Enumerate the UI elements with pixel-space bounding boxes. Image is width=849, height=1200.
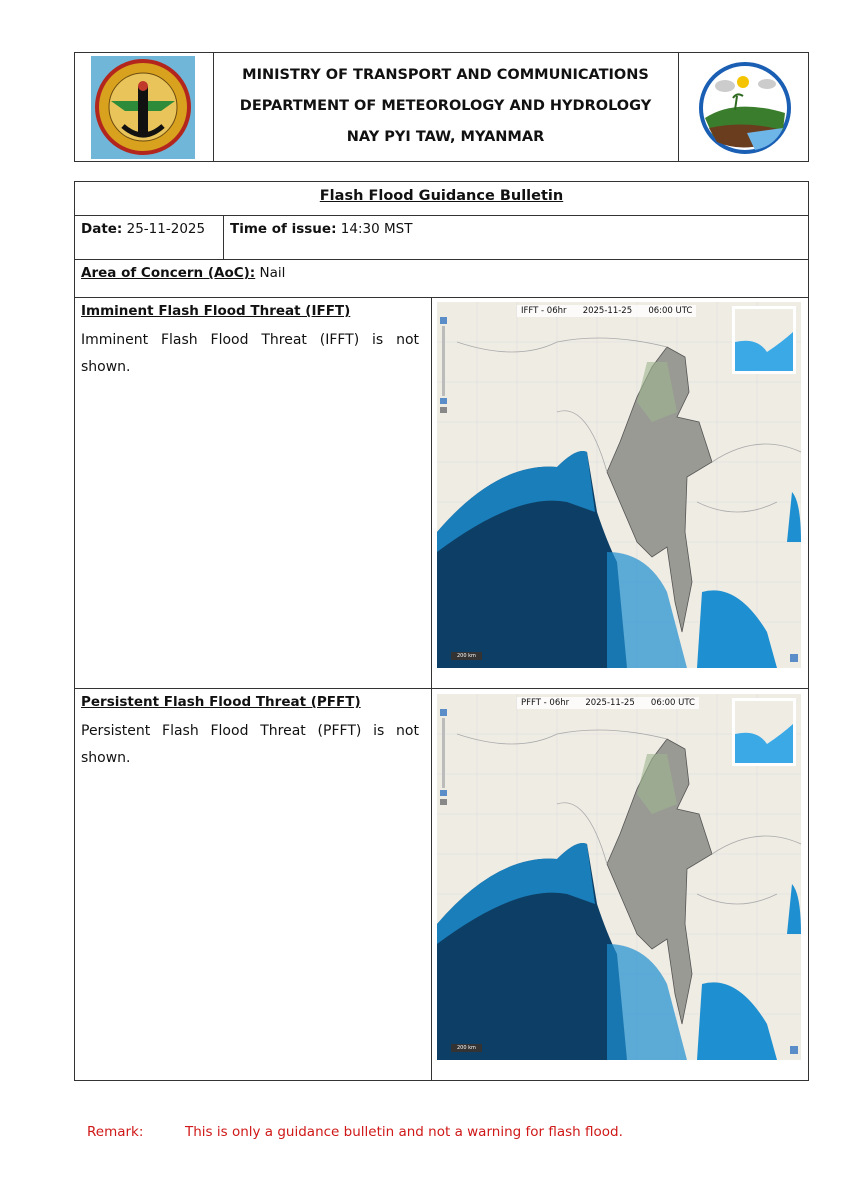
remark-label: Remark: (87, 1124, 144, 1140)
ifft-map[interactable]: IFFT - 06hr 2025-11-25 06:00 UTC 200 km (437, 302, 801, 668)
pfft-map[interactable]: PFFT - 06hr 2025-11-25 06:00 UTC 200 km (437, 694, 801, 1060)
map-image (437, 694, 801, 1060)
ministry-name: MINISTRY OF TRANSPORT AND COMMUNICATIONS (242, 67, 649, 83)
bulletin-table (74, 181, 809, 1081)
map-scale: 200 km (451, 1044, 482, 1052)
map-image (437, 302, 801, 668)
date-field: Date: 25-11-2025 (81, 221, 205, 237)
pfft-heading: Persistent Flash Flood Threat (PFFT) (81, 694, 361, 710)
aoc-label: Area of Concern (AoC): (81, 265, 256, 281)
aoc-value: Nail (259, 265, 286, 281)
ifft-text: Imminent Flash Flood Threat (IFFT) is no… (81, 332, 419, 375)
col-divider (223, 215, 224, 260)
remark-text: This is only a guidance bulletin and not… (185, 1124, 623, 1140)
col-divider (431, 297, 432, 1081)
map-scale: 200 km (451, 652, 482, 660)
time-label: Time of issue: (230, 221, 337, 237)
header-divider (213, 52, 679, 162)
ministry-logo (91, 56, 195, 159)
ifft-heading: Imminent Flash Flood Threat (IFFT) (81, 303, 351, 319)
header-text: MINISTRY OF TRANSPORT AND COMMUNICATIONS… (213, 52, 678, 161)
map-title: IFFT - 06hr 2025-11-25 06:00 UTC (517, 305, 697, 317)
bulletin-title: Flash Flood Guidance Bulletin (319, 188, 564, 204)
department-name: DEPARTMENT OF METEOROLOGY AND HYDROLOGY (239, 98, 652, 114)
time-value: 14:30 MST (340, 221, 413, 237)
row-divider (74, 297, 809, 298)
aoc-field: Area of Concern (AoC): Nail (81, 265, 285, 281)
map-title: PFFT - 06hr 2025-11-25 06:00 UTC (517, 697, 699, 709)
location: NAY PYI TAW, MYANMAR (346, 129, 545, 145)
row-divider (74, 215, 809, 216)
dmh-logo (695, 58, 795, 158)
time-field: Time of issue: 14:30 MST (230, 221, 412, 237)
row-divider (74, 259, 809, 260)
row-divider (74, 688, 809, 689)
pfft-text: Persistent Flash Flood Threat (PFFT) is … (81, 723, 419, 766)
date-value: 25-11-2025 (126, 221, 206, 237)
header-table (74, 52, 809, 162)
date-label: Date: (81, 221, 123, 237)
